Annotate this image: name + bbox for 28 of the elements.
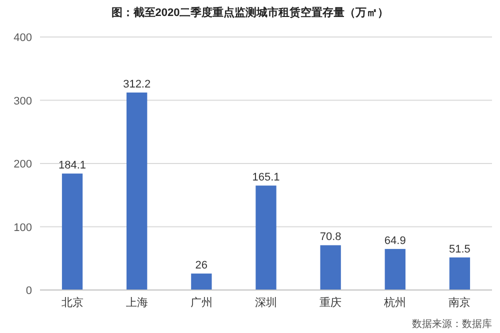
bar — [126, 92, 148, 290]
data-label: 64.9 — [384, 234, 406, 247]
x-tick-label: 北京 — [61, 296, 84, 309]
bar — [256, 186, 276, 290]
x-tick-label: 杭州 — [383, 296, 406, 309]
data-label: 26 — [195, 260, 208, 272]
source-note: 数据来源：数据库 — [412, 318, 492, 330]
chart-title: 图：截至2020二季度重点监测城市租赁空置存量（万㎡） — [111, 6, 389, 19]
bar — [320, 245, 341, 290]
data-label: 312.2 — [123, 78, 151, 91]
x-tick-label: 南京 — [448, 296, 471, 309]
x-tick-label: 重庆 — [320, 296, 342, 309]
y-tick-label: 200 — [14, 158, 32, 170]
data-label: 70.8 — [320, 231, 342, 244]
data-label: 184.1 — [58, 160, 86, 172]
bar — [191, 274, 212, 290]
y-tick-label: 0 — [26, 285, 32, 297]
x-tick-label: 广州 — [190, 296, 212, 309]
x-tick-label: 上海 — [126, 296, 148, 309]
bar — [384, 248, 406, 290]
data-label: 165.1 — [252, 172, 280, 184]
data-label: 51.5 — [449, 243, 470, 256]
y-tick-label: 100 — [14, 222, 32, 234]
bar — [62, 174, 83, 290]
bar — [449, 257, 470, 290]
y-tick-label: 300 — [14, 95, 32, 108]
y-tick-label: 400 — [14, 32, 32, 44]
x-tick-label: 深圳 — [255, 296, 277, 309]
